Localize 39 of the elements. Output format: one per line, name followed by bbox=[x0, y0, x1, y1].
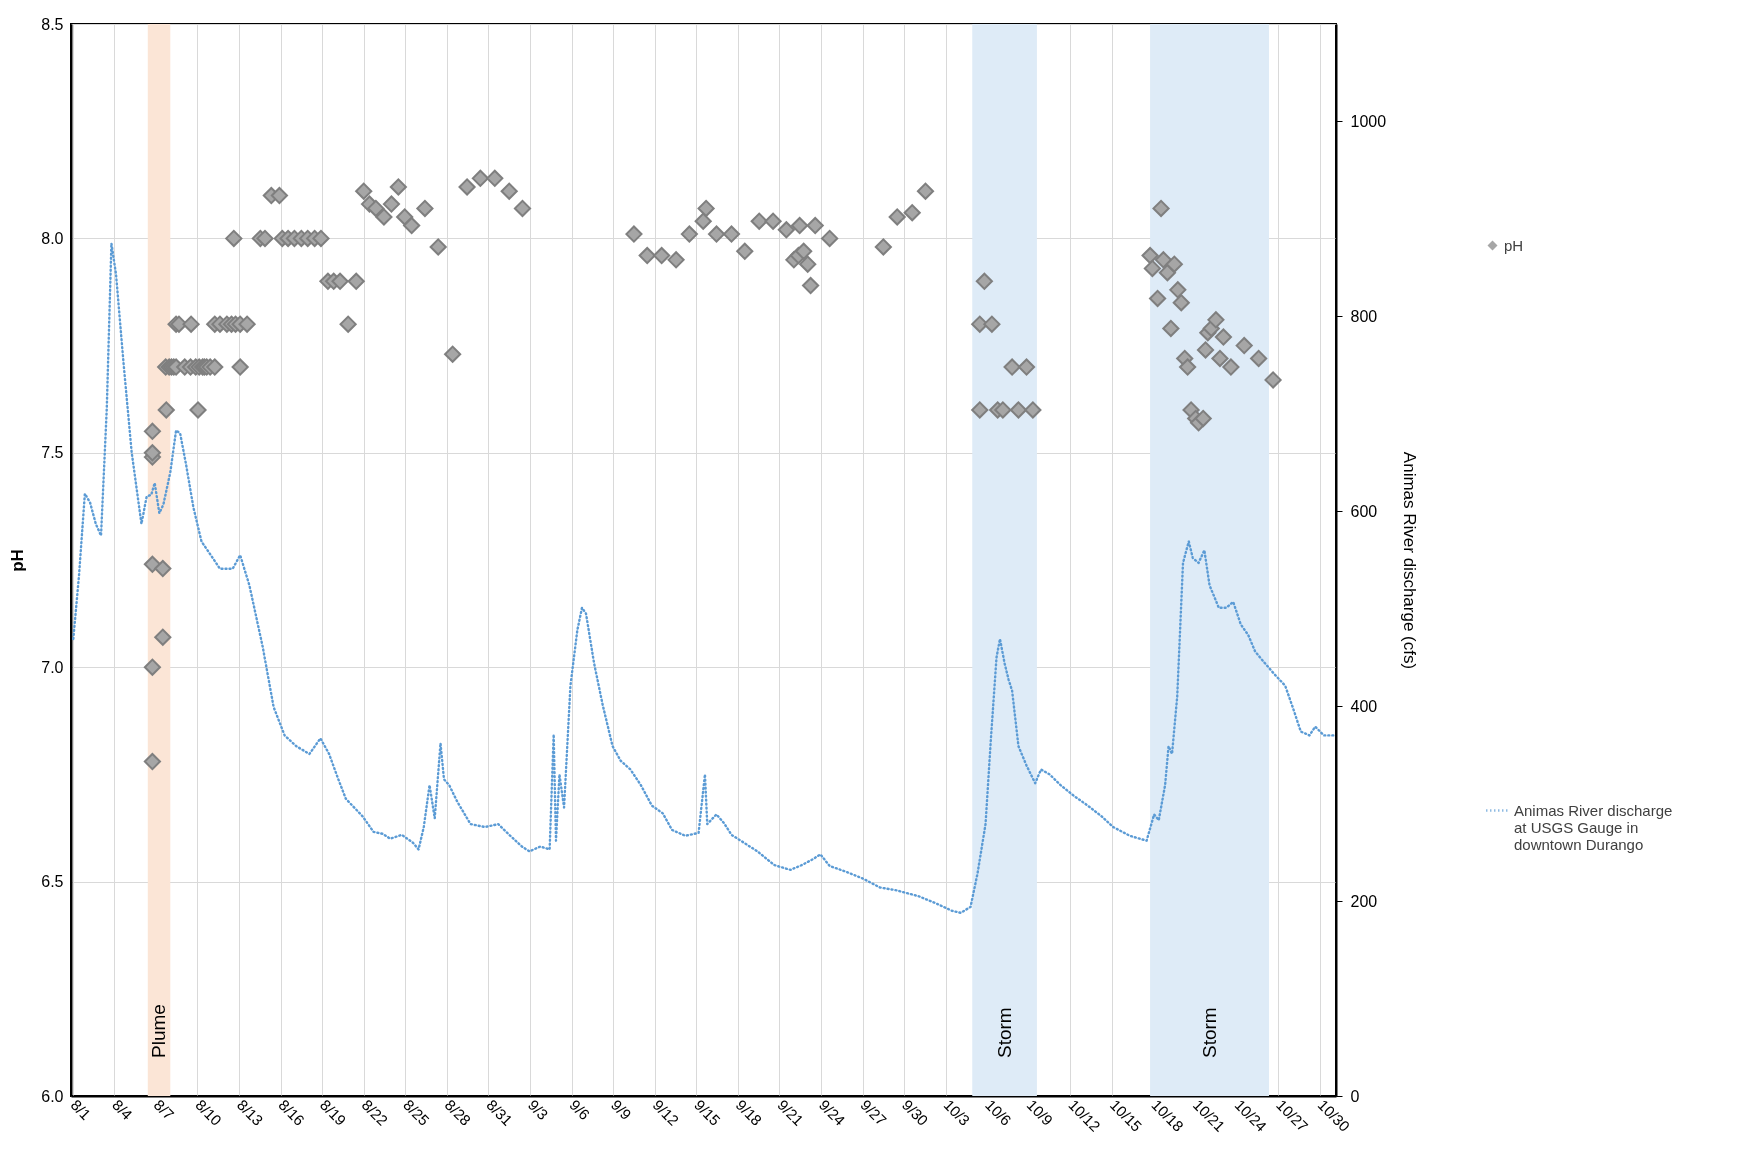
x-tick-label: 8/25 bbox=[400, 1096, 433, 1129]
band-label: Plume bbox=[148, 1004, 170, 1058]
x-tick-label: 8/19 bbox=[317, 1096, 350, 1129]
x-tick-label: 10/3 bbox=[940, 1096, 974, 1129]
x-tick-label: 9/15 bbox=[691, 1096, 724, 1129]
x-tick-label: 8/7 bbox=[150, 1096, 178, 1123]
y2-axis-title: Animas River discharge (cfs) bbox=[1400, 451, 1420, 670]
y2-tick-label: 600 bbox=[1350, 502, 1378, 520]
x-tick-label: 10/9 bbox=[1023, 1096, 1057, 1129]
y-tick-label: 7.5 bbox=[41, 444, 64, 462]
y2-tick-label: 800 bbox=[1350, 307, 1378, 325]
x-tick-label: 8/13 bbox=[233, 1096, 267, 1129]
y2-tick-label: 1000 bbox=[1350, 112, 1387, 130]
x-tick-label: 8/16 bbox=[275, 1096, 309, 1129]
legend-label: pH bbox=[1504, 236, 1524, 254]
x-tick-label: 10/6 bbox=[982, 1096, 1015, 1129]
x-tick-label: 9/24 bbox=[815, 1096, 849, 1129]
y-tick-label: 7.0 bbox=[41, 658, 64, 676]
y2-tick-label: 400 bbox=[1350, 697, 1378, 715]
y-tick-label: 6.0 bbox=[41, 1087, 64, 1105]
y-axis-title: pH bbox=[8, 549, 28, 572]
y-tick-label: 8.5 bbox=[41, 15, 64, 33]
x-tick-label: 8/28 bbox=[441, 1096, 475, 1129]
x-tick-label: 9/18 bbox=[732, 1096, 766, 1129]
x-tick-label: 8/1 bbox=[67, 1096, 95, 1123]
y-tick-label: 8.0 bbox=[41, 229, 64, 247]
x-tick-label: 9/27 bbox=[857, 1096, 891, 1129]
x-tick-label: 9/9 bbox=[607, 1096, 635, 1123]
x-tick-label: 8/4 bbox=[109, 1096, 136, 1123]
band-label: Storm bbox=[993, 1007, 1015, 1058]
x-tick-label: 9/3 bbox=[524, 1096, 552, 1123]
x-tick-label: 8/10 bbox=[192, 1096, 225, 1129]
y2-tick-label: 0 bbox=[1350, 1087, 1360, 1105]
band-label: Storm bbox=[1198, 1007, 1220, 1058]
x-tick-label: 9/30 bbox=[898, 1096, 932, 1129]
x-tick-label: 9/6 bbox=[566, 1096, 594, 1123]
legend-label: Animas River discharge at USGS Gauge in downtown Durango bbox=[1514, 801, 1673, 853]
y-tick-label: 6.5 bbox=[41, 873, 64, 891]
y2-tick-label: 200 bbox=[1350, 892, 1378, 910]
